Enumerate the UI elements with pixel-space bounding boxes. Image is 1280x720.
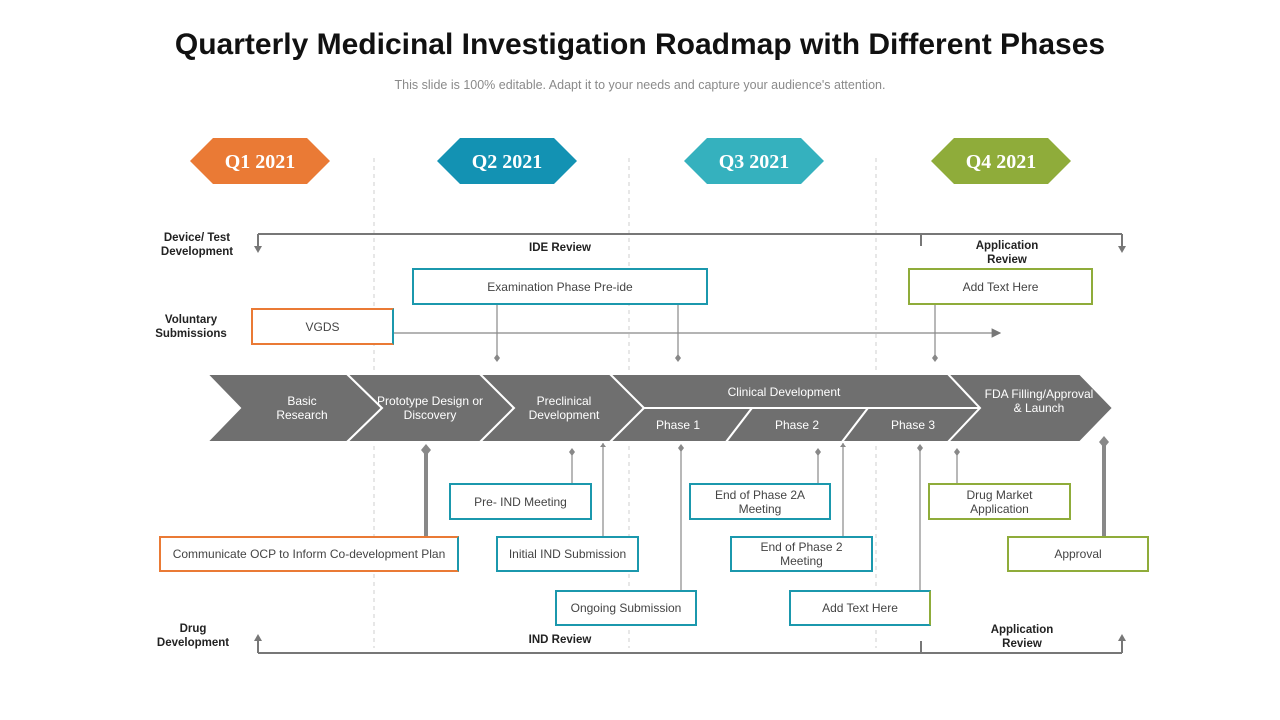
phase-label-prototype: Prototype Design or Discovery [376, 394, 484, 422]
quarter-badge-q4: Q4 2021 [931, 138, 1071, 184]
connector-dot [932, 354, 938, 362]
phase-label-clinical: Clinical Development [728, 385, 841, 399]
vgds-box: VGDS [251, 308, 394, 345]
arrow-head [1118, 634, 1126, 641]
end-phase-2-box: End of Phase 2 Meeting [730, 536, 873, 572]
connector-dot [421, 444, 431, 456]
phase-label-2: Phase 2 [775, 418, 819, 432]
ind-review-label: IND Review [528, 634, 592, 646]
phase-fda [945, 373, 1115, 443]
initial-ind-box: Initial IND Submission [496, 536, 639, 572]
pre-ind-meeting-box: Pre- IND Meeting [449, 483, 592, 520]
page-subtitle: This slide is 100% editable. Adapt it to… [394, 78, 886, 92]
end-phase-2a-box: End of Phase 2A Meeting [689, 483, 831, 520]
arrow-head [1118, 246, 1126, 253]
phase-label-fda: FDA Filling/Approval & Launch [984, 387, 1094, 415]
svg-text:Q1 2021: Q1 2021 [225, 151, 296, 173]
phase-label-3: Phase 3 [891, 418, 935, 432]
phase-label-basic: Basic Research [276, 394, 328, 422]
page-title: Quarterly Medicinal Investigation Roadma… [174, 28, 1106, 61]
top-bracket [257, 233, 1123, 246]
connector-dot [675, 354, 681, 362]
quarter-badge-q1: Q1 2021 [190, 138, 330, 184]
svg-text:Q2 2021: Q2 2021 [472, 151, 543, 173]
connector-dot [678, 444, 684, 452]
phase-label-preclinical: Preclinical Development [528, 394, 600, 422]
svg-text:Q4 2021: Q4 2021 [966, 151, 1037, 173]
arrow-head [254, 246, 262, 253]
communicate-ocp-box: Communicate OCP to Inform Co-development… [159, 536, 459, 572]
connector-dot [815, 448, 821, 456]
lane-label-drug: Drug Development [156, 623, 230, 649]
drug-market-box: Drug Market Application [928, 483, 1071, 520]
connector-dot [954, 448, 960, 456]
lane-label-voluntary: Voluntary Submissions [155, 314, 227, 340]
lane-label-device: Device/ Test Development [160, 232, 234, 258]
phase-band [204, 373, 1115, 443]
connector-dot [494, 354, 500, 362]
connector-dot [917, 444, 923, 452]
quarter-badge-q3: Q3 2021 [684, 138, 824, 184]
quarter-badge-q2: Q2 2021 [437, 138, 577, 184]
connector-dot [600, 443, 606, 447]
application-review-bottom-label: Application Review [990, 624, 1054, 650]
exam-phase-box: Examination Phase Pre-ide [412, 268, 708, 305]
bottom-bracket [257, 641, 1123, 654]
svg-text:Q3 2021: Q3 2021 [719, 151, 790, 173]
approval-box: Approval [1007, 536, 1149, 572]
add-text-bottom-box: Add Text Here [789, 590, 931, 626]
connector-dot [840, 443, 846, 447]
connector-dot [1099, 436, 1109, 448]
add-text-top-box: Add Text Here [908, 268, 1093, 305]
phase-label-1: Phase 1 [656, 418, 700, 432]
arrow-head [254, 634, 262, 641]
ide-review-label: IDE Review [529, 242, 591, 254]
connector-dot [569, 448, 575, 456]
application-review-top-label: Application Review [975, 240, 1039, 266]
ongoing-submission-box: Ongoing Submission [555, 590, 697, 626]
